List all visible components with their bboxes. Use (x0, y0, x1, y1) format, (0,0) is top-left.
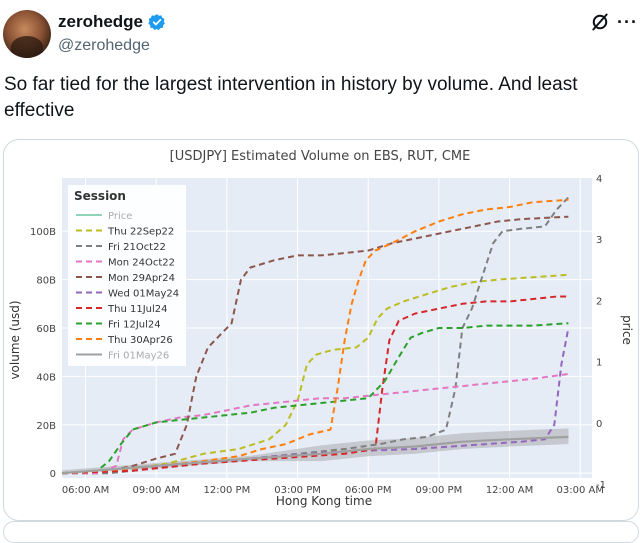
avatar[interactable] (3, 10, 51, 58)
band-area (62, 428, 569, 474)
series-line-fri-01may26 (61, 435, 569, 475)
x-tick-label: 06:00 AM (62, 485, 109, 496)
y-tick-label: 40B (36, 372, 56, 383)
next-media-card-edge (3, 521, 639, 543)
y2-tick-label: 3 (596, 235, 602, 246)
legend-entry: Fri 01May26 (108, 351, 169, 362)
y2-tick-label: 0 (596, 419, 602, 430)
x-tick-label: 09:00 AM (132, 485, 179, 496)
series-line-wed-01may24 (61, 327, 570, 475)
y-axis-label: volume (usd) (8, 300, 22, 379)
verified-badge-icon (148, 14, 165, 31)
y-tick-label: 60B (36, 324, 56, 335)
author-handle[interactable]: @zerohedge (58, 37, 150, 54)
x-tick-label: 12:00 AM (486, 485, 533, 496)
legend-entry: Thu 11Jul24 (107, 304, 167, 315)
y-tick-label: 80B (36, 276, 56, 287)
y-tick-label: 0 (50, 469, 56, 480)
x-tick-label: 03:00 AM (556, 485, 603, 496)
legend-entry: Thu 22Sep22 (107, 227, 174, 238)
legend-entry: Mon 24Oct22 (108, 258, 175, 269)
legend-entry: Thu 30Apr26 (107, 335, 173, 346)
series-line-mon-29apr24 (61, 215, 569, 475)
x-axis-label: Hong Kong time (276, 494, 372, 508)
more-options-icon[interactable]: ··· (617, 12, 638, 32)
grok-icon[interactable] (590, 12, 610, 32)
x-tick-label: 06:00 PM (345, 485, 392, 496)
y2-tick-label: 4 (596, 174, 602, 185)
series-line-thu-30apr26 (61, 198, 569, 475)
y2-tick-label: -1 (596, 480, 606, 491)
legend-entry: Wed 01May24 (108, 289, 179, 300)
x-tick-label: 03:00 PM (274, 485, 321, 496)
legend-entry: Fri 12Jul24 (108, 320, 161, 331)
legend-entry: Fri 21Oct22 (108, 242, 166, 253)
y-tick-label: 20B (36, 421, 56, 432)
x-tick-label: 12:00 PM (204, 485, 251, 496)
y2-tick-label: 2 (596, 296, 602, 307)
legend-entry: Price (108, 211, 132, 222)
series-line-fri-12jul24 (61, 322, 569, 475)
tweet-text: So far tied for the largest intervention… (4, 74, 578, 121)
legend-entry: Mon 29Apr24 (108, 273, 175, 284)
series-line-thu-22sep22 (62, 273, 569, 475)
tweet-header: zerohedge @zerohedge ··· (0, 0, 642, 70)
y-tick-label: 100B (30, 227, 56, 238)
y2-axis-label: price (620, 315, 634, 345)
y2-tick-label: 1 (596, 358, 602, 369)
series-line-thu-11jul24 (61, 295, 569, 475)
volume-chart: [USDJPY] Estimated Volume on EBS, RUT, C… (8, 149, 634, 508)
chart-title: [USDJPY] Estimated Volume on EBS, RUT, C… (170, 149, 471, 164)
legend-title: Session (74, 189, 126, 203)
x-tick-label: 09:00 PM (416, 485, 463, 496)
tweet-media-chart[interactable]: [USDJPY] Estimated Volume on EBS, RUT, C… (3, 139, 639, 521)
author-name[interactable]: zerohedge (58, 12, 144, 31)
